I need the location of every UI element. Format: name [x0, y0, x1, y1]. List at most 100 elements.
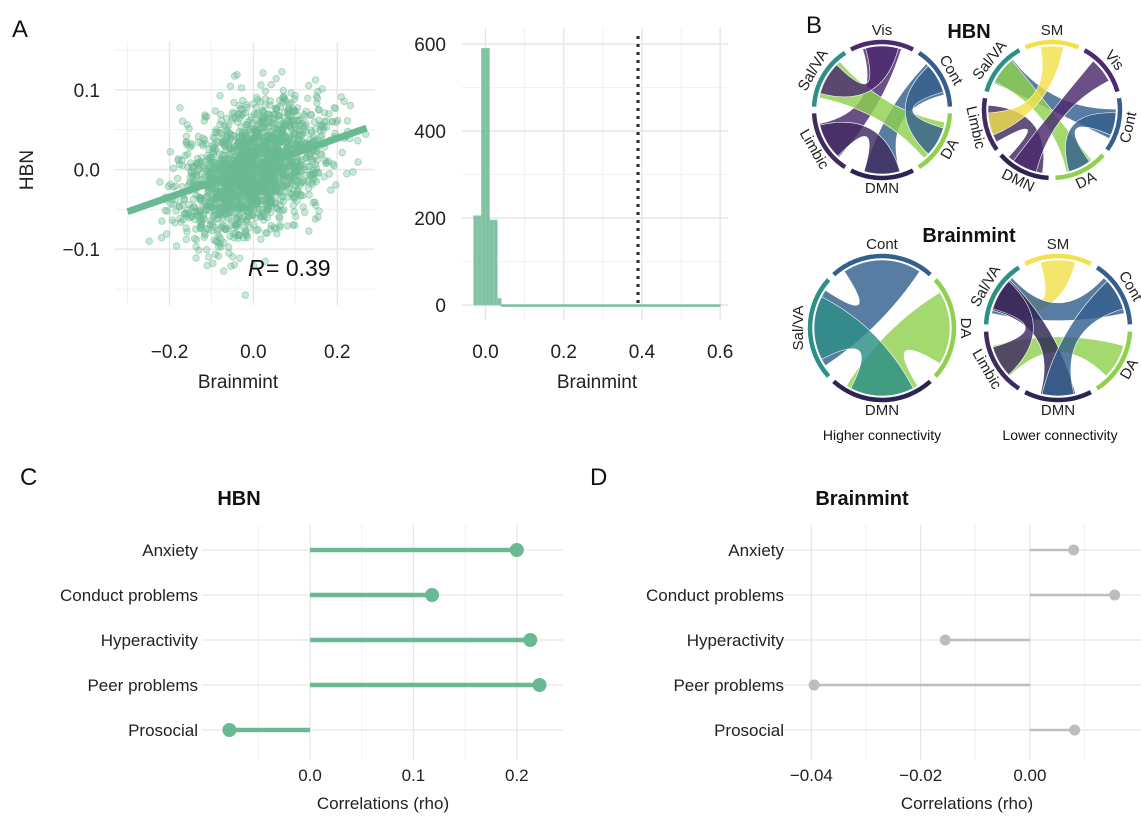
lollipop-dot: [1068, 544, 1080, 556]
chord-ribbon: [819, 45, 899, 98]
scatter-point: [236, 142, 244, 151]
scatter-point: [280, 205, 288, 214]
scatter-point: [267, 178, 275, 187]
scatter-point: [205, 157, 214, 165]
scatter-point: [275, 162, 283, 171]
scatter-point: [207, 218, 216, 226]
scatter-point: [156, 178, 164, 186]
scatter-point: [174, 156, 182, 164]
chord-label: SM: [1041, 22, 1064, 39]
scatter-point: [241, 228, 249, 237]
lollipop-dot: [425, 588, 440, 602]
scatter-point: [211, 107, 219, 115]
chord-label: DMN: [865, 180, 899, 197]
scatter-point: [199, 211, 208, 220]
scatter-point: [302, 171, 311, 180]
scatter-point: [227, 202, 235, 210]
scatter-point: [291, 194, 299, 202]
scatter-point: [261, 257, 269, 265]
scatter-point: [318, 132, 326, 140]
lollipop-category-label: Conduct problems: [646, 586, 784, 605]
lollipop-dot: [509, 543, 524, 557]
scatter-point: [176, 104, 184, 112]
scatter-point: [233, 182, 242, 191]
lollipop-dot: [808, 679, 820, 691]
scatter-point: [228, 109, 236, 117]
scatter-point: [201, 231, 209, 239]
chord-label: Sal/VA: [790, 306, 807, 351]
scatter-point: [233, 220, 242, 228]
histogram-y-tick-label: 600: [414, 35, 446, 56]
scatter-point: [211, 164, 219, 172]
scatter-point: [218, 208, 226, 216]
scatter-point: [257, 81, 265, 89]
scatter-point: [182, 235, 190, 244]
histogram-bar: [473, 215, 479, 306]
scatter-point: [222, 122, 230, 130]
scatter-point: [332, 181, 340, 189]
chord-arc-dmn: [999, 153, 1049, 181]
scatter-point: [230, 98, 238, 107]
scatter-point: [226, 232, 234, 240]
panel-letter-a: A: [12, 16, 28, 43]
chord-arc-vis: [1083, 48, 1120, 93]
scatter-point: [292, 189, 301, 198]
scatter-point: [263, 213, 271, 222]
scatter-point: [195, 164, 203, 173]
scatter-x-axis-title: Brainmint: [198, 372, 279, 393]
scatter-point: [272, 204, 281, 212]
scatter-point: [316, 126, 324, 134]
scatter-point: [330, 161, 338, 170]
scatter-point: [254, 131, 262, 140]
chord-ribbon: [992, 280, 1034, 376]
scatter-point: [280, 181, 288, 190]
scatter-grid: [115, 42, 375, 305]
scatter-point: [181, 151, 189, 160]
scatter-point: [246, 136, 254, 145]
scatter-point: [216, 91, 224, 100]
chord-arc-dmn: [832, 379, 932, 403]
scatter-point: [256, 118, 264, 126]
scatter-point: [229, 156, 238, 164]
scatter-point: [237, 111, 246, 120]
scatter-point: [278, 68, 286, 76]
scatter-point: [284, 193, 292, 201]
scatter-point: [267, 80, 275, 89]
histogram-bar: [496, 298, 502, 306]
lollipop-category-label: Anxiety: [728, 541, 784, 560]
scatter-point: [328, 117, 337, 126]
scatter-point: [249, 211, 257, 220]
scatter-point: [145, 237, 153, 245]
scatter-point: [190, 207, 198, 216]
scatter-point: [242, 206, 251, 215]
scatter-point: [315, 207, 323, 215]
scatter-point: [216, 110, 225, 119]
scatter-point: [300, 110, 308, 119]
scatter-point: [309, 198, 317, 207]
scatter-point: [293, 117, 302, 125]
scatter-point: [178, 201, 187, 209]
chord-arc-cont: [1105, 97, 1123, 151]
scatter-point: [169, 200, 177, 208]
scatter-point: [304, 94, 312, 102]
histogram-bar: [492, 219, 498, 306]
histogram-grid: [462, 28, 728, 320]
scatter-point: [320, 108, 329, 117]
scatter-point: [230, 142, 238, 151]
lollipop-hbn-marks: [222, 543, 547, 737]
scatter-point: [216, 240, 224, 248]
scatter-point: [278, 174, 286, 182]
lollipop-hbn-x-ticks: 0.0 0.1 0.2: [298, 766, 528, 785]
scatter-point: [331, 104, 340, 112]
scatter-point: [250, 220, 258, 229]
scatter-point: [204, 198, 212, 207]
histogram-bar: [485, 47, 490, 306]
chord-arc-sm: [1024, 253, 1092, 266]
scatter-point: [281, 108, 289, 116]
histogram-bar: [488, 219, 494, 306]
scatter-point: [216, 120, 224, 129]
scatter-point: [208, 203, 216, 212]
lollipop-dot: [1109, 589, 1121, 601]
scatter-point: [314, 169, 322, 177]
